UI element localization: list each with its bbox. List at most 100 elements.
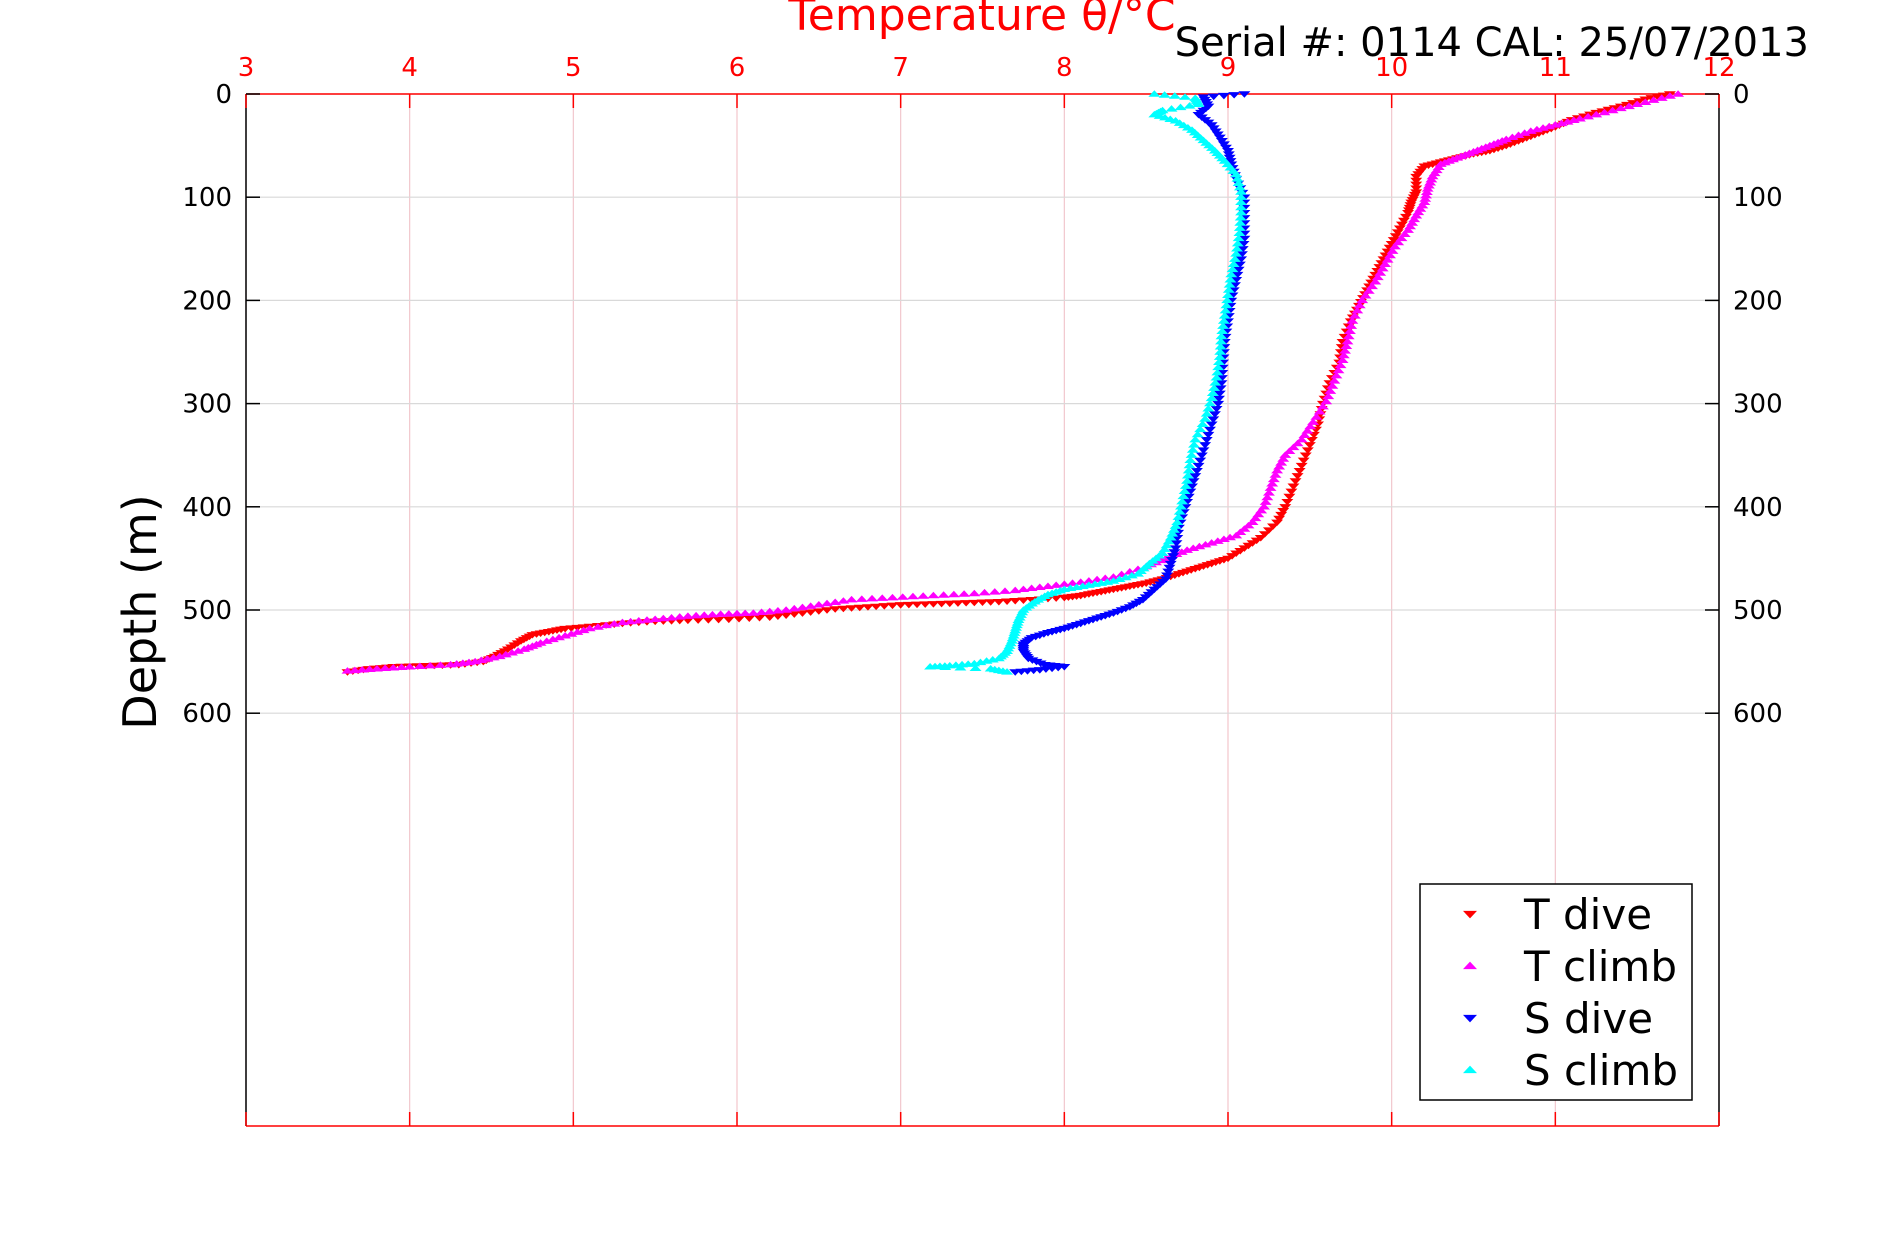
data-point [1371, 273, 1384, 281]
data-point [1384, 251, 1397, 259]
data-point [1205, 394, 1218, 402]
data-point [1165, 556, 1178, 564]
data-point [1236, 246, 1249, 253]
data-point [640, 616, 653, 623]
data-point [1402, 209, 1415, 217]
data-point [1212, 400, 1225, 408]
data-point [896, 593, 909, 600]
data-point [1113, 575, 1126, 582]
data-point [1518, 129, 1531, 136]
data-point [387, 664, 400, 671]
data-point [1283, 493, 1296, 501]
data-point [1234, 219, 1247, 226]
data-point [1381, 256, 1394, 263]
data-point [1287, 443, 1300, 451]
data-point [1543, 122, 1556, 130]
data-point [1203, 426, 1216, 434]
data-point [1199, 442, 1212, 449]
x-tick-label: 7 [892, 53, 909, 83]
data-point [1295, 435, 1308, 443]
data-point [571, 628, 584, 635]
data-point [1009, 598, 1022, 605]
data-point [1506, 133, 1519, 141]
data-point [1012, 616, 1025, 624]
data-point [1211, 537, 1224, 544]
y-tick-label-left: 400 [182, 493, 232, 523]
data-point [753, 615, 766, 622]
data-point [1219, 306, 1232, 314]
legend-label: T climb [1523, 942, 1677, 991]
data-point [845, 605, 858, 612]
data-point [559, 632, 572, 639]
data-point [1283, 447, 1296, 455]
data-point [1232, 266, 1245, 274]
data-point [1639, 98, 1652, 105]
data-point [1326, 382, 1339, 389]
y-tick-label-right: 500 [1733, 596, 1783, 626]
data-point [1218, 312, 1231, 319]
data-point [1216, 327, 1229, 335]
legend-marker [1463, 1014, 1477, 1023]
y-tick-label-right: 0 [1733, 80, 1750, 110]
x-tick-label: 4 [401, 53, 418, 83]
data-point [1058, 580, 1071, 587]
data-point [1281, 498, 1294, 506]
data-point [886, 602, 899, 610]
data-point [1310, 413, 1323, 420]
data-point [1524, 127, 1537, 134]
data-point [1213, 390, 1226, 398]
data-point [1187, 544, 1200, 552]
data-point [1222, 148, 1234, 155]
data-point [1231, 271, 1244, 279]
data-point [1125, 571, 1138, 579]
data-point [1191, 430, 1204, 438]
data-point [1217, 141, 1230, 148]
data-point [1186, 446, 1199, 453]
data-point [1187, 478, 1200, 485]
data-point [1275, 511, 1288, 519]
data-point [1230, 531, 1243, 539]
data-point [733, 616, 746, 623]
data-point [1366, 282, 1379, 290]
data-point [1210, 374, 1223, 381]
data-point [1173, 508, 1186, 515]
data-point [1196, 420, 1209, 427]
data-point [1598, 108, 1611, 116]
data-point [341, 667, 354, 674]
y-tick-label-left: 300 [182, 390, 232, 420]
data-point [1169, 545, 1182, 552]
y-tick-label-right: 200 [1733, 286, 1783, 316]
data-point [1207, 416, 1220, 423]
data-point [894, 602, 907, 609]
legend-marker [1463, 961, 1477, 970]
data-point [1161, 572, 1174, 579]
data-point [1166, 530, 1179, 537]
data-point [939, 663, 952, 670]
data-point [1199, 415, 1212, 422]
data-point [1275, 459, 1288, 466]
data-point [1573, 114, 1586, 122]
data-point [1182, 466, 1195, 474]
legend-marker [1463, 910, 1477, 919]
data-point [1233, 224, 1246, 231]
data-point [845, 595, 858, 603]
data-point [1289, 478, 1302, 485]
data-point [1208, 411, 1221, 418]
data-point [1379, 260, 1392, 267]
data-point [649, 615, 662, 622]
x-tick-label: 11 [1539, 53, 1572, 83]
data-point [1512, 131, 1525, 138]
data-point [1006, 634, 1019, 642]
data-point [1320, 397, 1333, 405]
data-point [1353, 301, 1366, 309]
data-point [714, 610, 727, 617]
data-point [1184, 488, 1197, 496]
data-point [1223, 154, 1236, 162]
data-point [1230, 277, 1243, 284]
data-point [1214, 343, 1227, 350]
data-point [553, 633, 566, 641]
data-point [1227, 260, 1240, 267]
data-point [1234, 214, 1247, 221]
